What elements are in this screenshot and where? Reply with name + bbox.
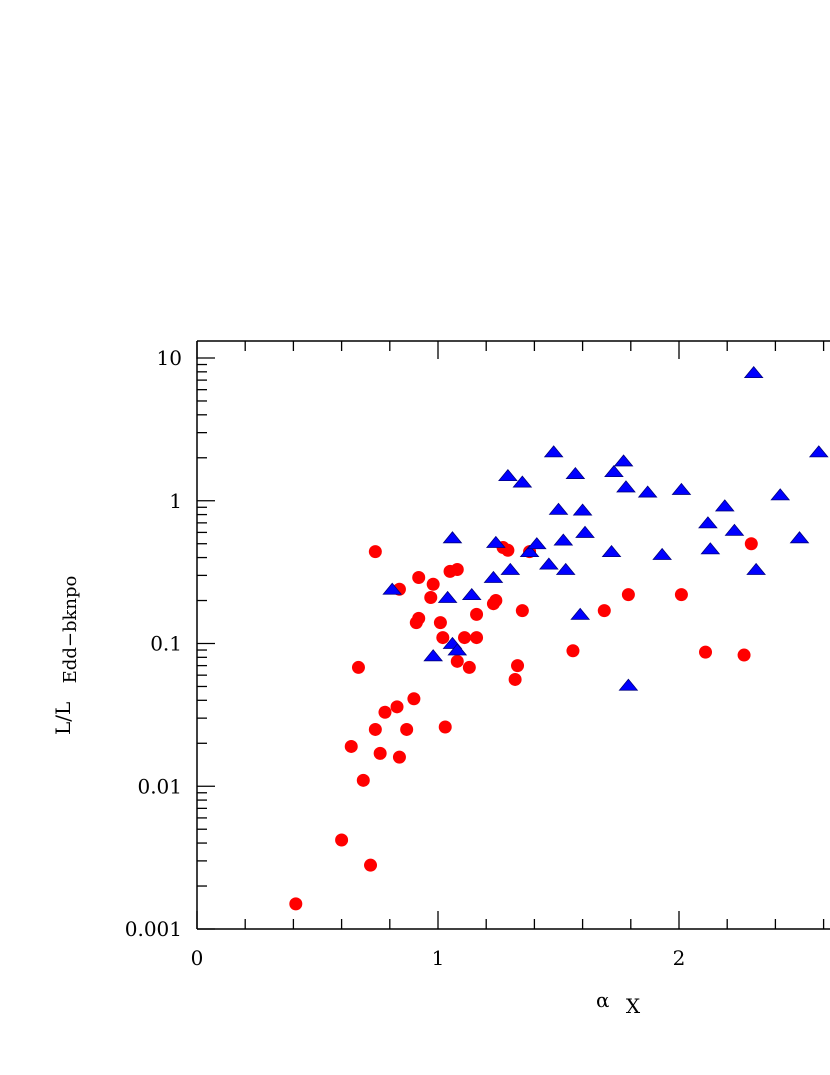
red-circle-point	[392, 750, 406, 764]
blue-triangle-point	[601, 545, 622, 558]
blue-triangle-point	[698, 516, 718, 529]
red-circle-point	[368, 722, 382, 736]
y-tick-label: 1	[169, 489, 182, 513]
blue-triangle-point	[604, 464, 624, 478]
blue-triangle-point	[575, 525, 595, 538]
blue-triangle-point	[565, 466, 586, 479]
y-axis-subscript: Edd−bknpo	[60, 576, 81, 684]
red-circle-point	[424, 591, 438, 605]
red-circle-point	[351, 660, 365, 674]
red-circle-point	[699, 645, 713, 659]
red-circle-point	[597, 604, 611, 618]
red-circle-point	[426, 577, 440, 591]
blue-triangle-point	[526, 537, 547, 550]
blue-triangle-point	[553, 533, 574, 546]
x-tick-label: 2	[673, 946, 686, 970]
red-circle-point	[566, 644, 580, 658]
blue-triangle-point	[442, 531, 463, 544]
blue-triangle-point	[770, 488, 791, 501]
red-circle-point	[373, 746, 387, 760]
tick-labels: 0 1 2 0.001 0.01 0.1 1 10	[125, 346, 686, 970]
blue-triangle-point	[570, 607, 591, 620]
y-axis-main: L/L	[51, 702, 75, 735]
red-circle-point	[458, 631, 472, 645]
blue-triangle-point	[618, 678, 639, 691]
red-circle-point	[515, 604, 529, 618]
red-circle-point	[744, 537, 758, 551]
blue-triangle-point	[519, 545, 540, 558]
red-circle-point	[407, 692, 421, 706]
red-circle-point	[378, 705, 392, 719]
blue-triangle-point	[437, 590, 458, 603]
red-circle-point	[489, 594, 503, 608]
blue-triangle-point	[724, 523, 745, 536]
blue-triangle-point	[616, 480, 636, 493]
blue-triangle-point	[548, 502, 569, 515]
axis-ticks	[196, 341, 825, 930]
x-tick-label: 1	[432, 946, 445, 970]
red-circle-point	[470, 631, 484, 645]
red-circle-point	[433, 616, 447, 630]
red-circle-point	[390, 700, 404, 714]
blue-triangle-point	[539, 557, 559, 570]
blue-triangle-point	[637, 485, 658, 498]
y-tick-label: 10	[157, 346, 182, 370]
data-points	[289, 365, 829, 911]
red-circle-point	[412, 611, 426, 625]
blue-triangle-point	[461, 587, 482, 601]
red-circle-point	[508, 672, 522, 686]
blue-triangle-point	[447, 643, 468, 656]
y-tick-label: 0.01	[137, 774, 182, 798]
red-circle-point	[356, 773, 370, 787]
blue-triangle-point	[652, 547, 672, 560]
y-axis-label: L/L Edd−bknpo	[51, 576, 81, 735]
blue-triangle-point	[572, 503, 593, 516]
blue-triangle-point	[382, 582, 403, 595]
red-circle-point	[289, 897, 303, 911]
blue-triangle-point	[613, 454, 634, 467]
x-axis-symbol: α	[596, 988, 610, 1012]
blue-triangle-point	[555, 562, 576, 575]
blue-triangle-point	[714, 499, 735, 512]
blue-triangle-point	[746, 562, 766, 575]
red-circle-point	[412, 570, 426, 584]
red-circle-point	[462, 660, 476, 674]
x-axis-label: α X	[596, 988, 641, 1018]
red-circle-point	[450, 654, 464, 668]
red-circle-point	[436, 631, 450, 645]
red-circle-point	[621, 588, 635, 602]
red-circle-point	[438, 720, 452, 734]
blue-triangle-point	[483, 570, 504, 583]
blue-triangle-point	[743, 365, 764, 379]
blue-triangle-point	[789, 531, 810, 544]
blue-triangle-point	[485, 535, 506, 548]
blue-triangle-point	[423, 649, 444, 662]
red-circle-point	[674, 588, 688, 602]
red-circle-point	[344, 739, 358, 753]
red-circle-point	[400, 722, 414, 736]
blue-triangle-point	[671, 482, 692, 495]
blue-triangle-point	[700, 542, 721, 555]
red-circle-point	[450, 562, 464, 576]
blue-triangle-point	[500, 562, 521, 575]
red-circle-point	[335, 833, 349, 847]
blue-triangle-point	[498, 468, 518, 482]
blue-triangle-point	[808, 445, 829, 458]
x-tick-label: 0	[191, 946, 204, 970]
blue-triangle-point	[512, 475, 533, 488]
red-circle-point	[511, 659, 525, 673]
red-circle-point	[368, 545, 382, 559]
red-circle-point	[470, 607, 484, 621]
x-axis-subscript: X	[626, 994, 641, 1018]
y-tick-label: 0.1	[150, 632, 182, 656]
y-tick-label: 0.001	[125, 917, 182, 941]
blue-triangle-point	[543, 445, 564, 458]
red-circle-point	[364, 858, 378, 872]
red-circle-point	[737, 648, 751, 662]
